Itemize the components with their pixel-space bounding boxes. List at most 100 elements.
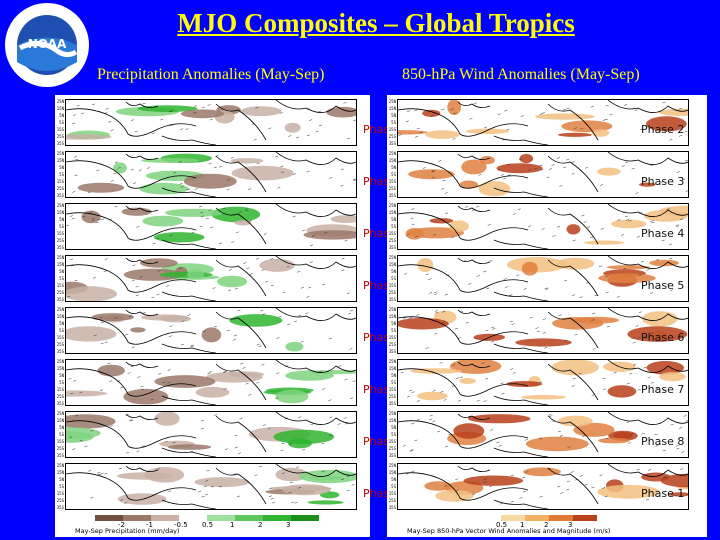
- composite-map: [398, 464, 688, 509]
- lat-tick-labels: 25N 15N 5N 5S 15S 25S 35S: [387, 358, 396, 407]
- lat-tick: 25N: [56, 359, 64, 364]
- phase-label: Phase 1: [641, 487, 685, 500]
- lat-tick-labels: 25N 15N 5N 5S 15S 25S 35S: [55, 358, 64, 407]
- lat-tick: 25S: [56, 446, 64, 451]
- lat-tick-labels: 25N 15N 5N 5S 15S 25S 35S: [55, 254, 64, 303]
- legend-tick: 3: [286, 521, 291, 529]
- lat-tick: 5N: [59, 373, 64, 378]
- composite-map: [398, 204, 688, 249]
- map-strip-phase: [397, 359, 689, 406]
- map-strip-phase: [65, 307, 357, 354]
- phase-label: Phase 5: [641, 279, 685, 292]
- lat-tick: 15S: [56, 439, 64, 444]
- composite-map: [66, 100, 356, 145]
- lat-tick: 5S: [59, 328, 64, 333]
- lat-tick: 15N: [388, 314, 396, 319]
- lat-tick: 5N: [59, 425, 64, 430]
- lat-tick: 5S: [59, 484, 64, 489]
- phase-label: Phase 8: [641, 435, 685, 448]
- lat-tick: 15N: [388, 210, 396, 215]
- lat-tick: 15N: [56, 314, 64, 319]
- map-strip-phase: [397, 151, 689, 198]
- lat-tick: 35S: [388, 505, 396, 510]
- lat-tick: 5N: [59, 477, 64, 482]
- lat-tick: 35S: [56, 505, 64, 510]
- legend-swatch: [573, 515, 597, 521]
- lat-tick: 25N: [56, 99, 64, 104]
- lat-tick: 15N: [56, 106, 64, 111]
- lat-tick: 5N: [59, 217, 64, 222]
- lat-tick: 35S: [388, 349, 396, 354]
- lat-tick: 15S: [56, 127, 64, 132]
- lat-tick-labels: 25N 15N 5N 5S 15S 25S 35S: [55, 462, 64, 511]
- lat-tick: 35S: [56, 401, 64, 406]
- legend-swatch: [549, 515, 573, 521]
- lat-tick: 25S: [56, 290, 64, 295]
- legend-swatch: [477, 515, 501, 521]
- lat-tick: 5N: [59, 321, 64, 326]
- lat-tick: 35S: [388, 193, 396, 198]
- lat-tick: 25N: [56, 463, 64, 468]
- lat-tick: 5N: [391, 477, 396, 482]
- lat-tick-labels: 25N 15N 5N 5S 15S 25S 35S: [387, 150, 396, 199]
- lat-tick: 15S: [56, 387, 64, 392]
- phase-label: Phase 4: [641, 227, 685, 240]
- lat-tick: 15N: [56, 418, 64, 423]
- map-strip-phase: [397, 255, 689, 302]
- phase-label: Phase 3: [641, 175, 685, 188]
- lat-tick: 15N: [388, 418, 396, 423]
- map-strip-phase: [65, 463, 357, 510]
- lat-tick: 25N: [388, 307, 396, 312]
- lat-tick: 35S: [56, 297, 64, 302]
- lat-tick: 25S: [56, 394, 64, 399]
- lat-tick: 25S: [388, 238, 396, 243]
- color-legend: -2 -1 -0.5 0.5 1 2 3 May-Sep Precipitation (mm/…: [65, 515, 365, 535]
- lat-tick: 25N: [388, 411, 396, 416]
- lat-tick-labels: 25N 15N 5N 5S 15S 25S 35S: [55, 98, 64, 147]
- lat-tick: 15S: [388, 387, 396, 392]
- composite-map: [66, 360, 356, 405]
- lat-tick: 15S: [388, 283, 396, 288]
- lat-tick-labels: 25N 15N 5N 5S 15S 25S 35S: [387, 98, 396, 147]
- lat-tick: 5S: [59, 432, 64, 437]
- legend-tick: 2: [258, 521, 263, 529]
- lat-tick: 15S: [388, 335, 396, 340]
- legend-swatch: [179, 515, 207, 521]
- lat-tick: 5N: [59, 165, 64, 170]
- lat-tick: 25N: [388, 255, 396, 260]
- lat-tick: 25S: [56, 498, 64, 503]
- lat-tick: 35S: [56, 193, 64, 198]
- lat-tick: 15S: [388, 231, 396, 236]
- lat-tick: 15S: [56, 231, 64, 236]
- lat-tick: 5N: [391, 321, 396, 326]
- map-strip-phase: [65, 99, 357, 146]
- map-strip-phase: [397, 463, 689, 510]
- lat-tick: 15N: [56, 470, 64, 475]
- composite-map: [66, 464, 356, 509]
- lat-tick: 25N: [388, 99, 396, 104]
- lat-tick-labels: 25N 15N 5N 5S 15S 25S 35S: [387, 306, 396, 355]
- precip-panel: 25N 15N 5N 5S 15S 25S 35S Phase 2 25N 15N 5N 5S 15S 2…: [55, 95, 406, 537]
- lat-tick-labels: 25N 15N 5N 5S 15S 25S 35S: [387, 254, 396, 303]
- lat-tick: 25N: [56, 307, 64, 312]
- lat-tick: 35S: [56, 349, 64, 354]
- lat-tick: 5N: [391, 165, 396, 170]
- map-strip-phase: [65, 359, 357, 406]
- lat-tick: 15N: [56, 210, 64, 215]
- lat-tick: 15N: [388, 262, 396, 267]
- lat-tick: 25N: [388, 203, 396, 208]
- lat-tick: 5S: [59, 380, 64, 385]
- composite-map: [398, 100, 688, 145]
- legend-swatch: [525, 515, 549, 521]
- map-strip-phase: [397, 203, 689, 250]
- legend-swatch: [151, 515, 179, 521]
- map-strip-phase: [65, 411, 357, 458]
- lat-tick: 35S: [388, 453, 396, 458]
- lat-tick: 25N: [388, 359, 396, 364]
- lat-tick: 5S: [391, 224, 396, 229]
- composite-map: [66, 412, 356, 457]
- legend-swatch: [123, 515, 151, 521]
- lat-tick: 25S: [56, 342, 64, 347]
- lat-tick: 5S: [59, 224, 64, 229]
- legend-tick: 1: [230, 521, 235, 529]
